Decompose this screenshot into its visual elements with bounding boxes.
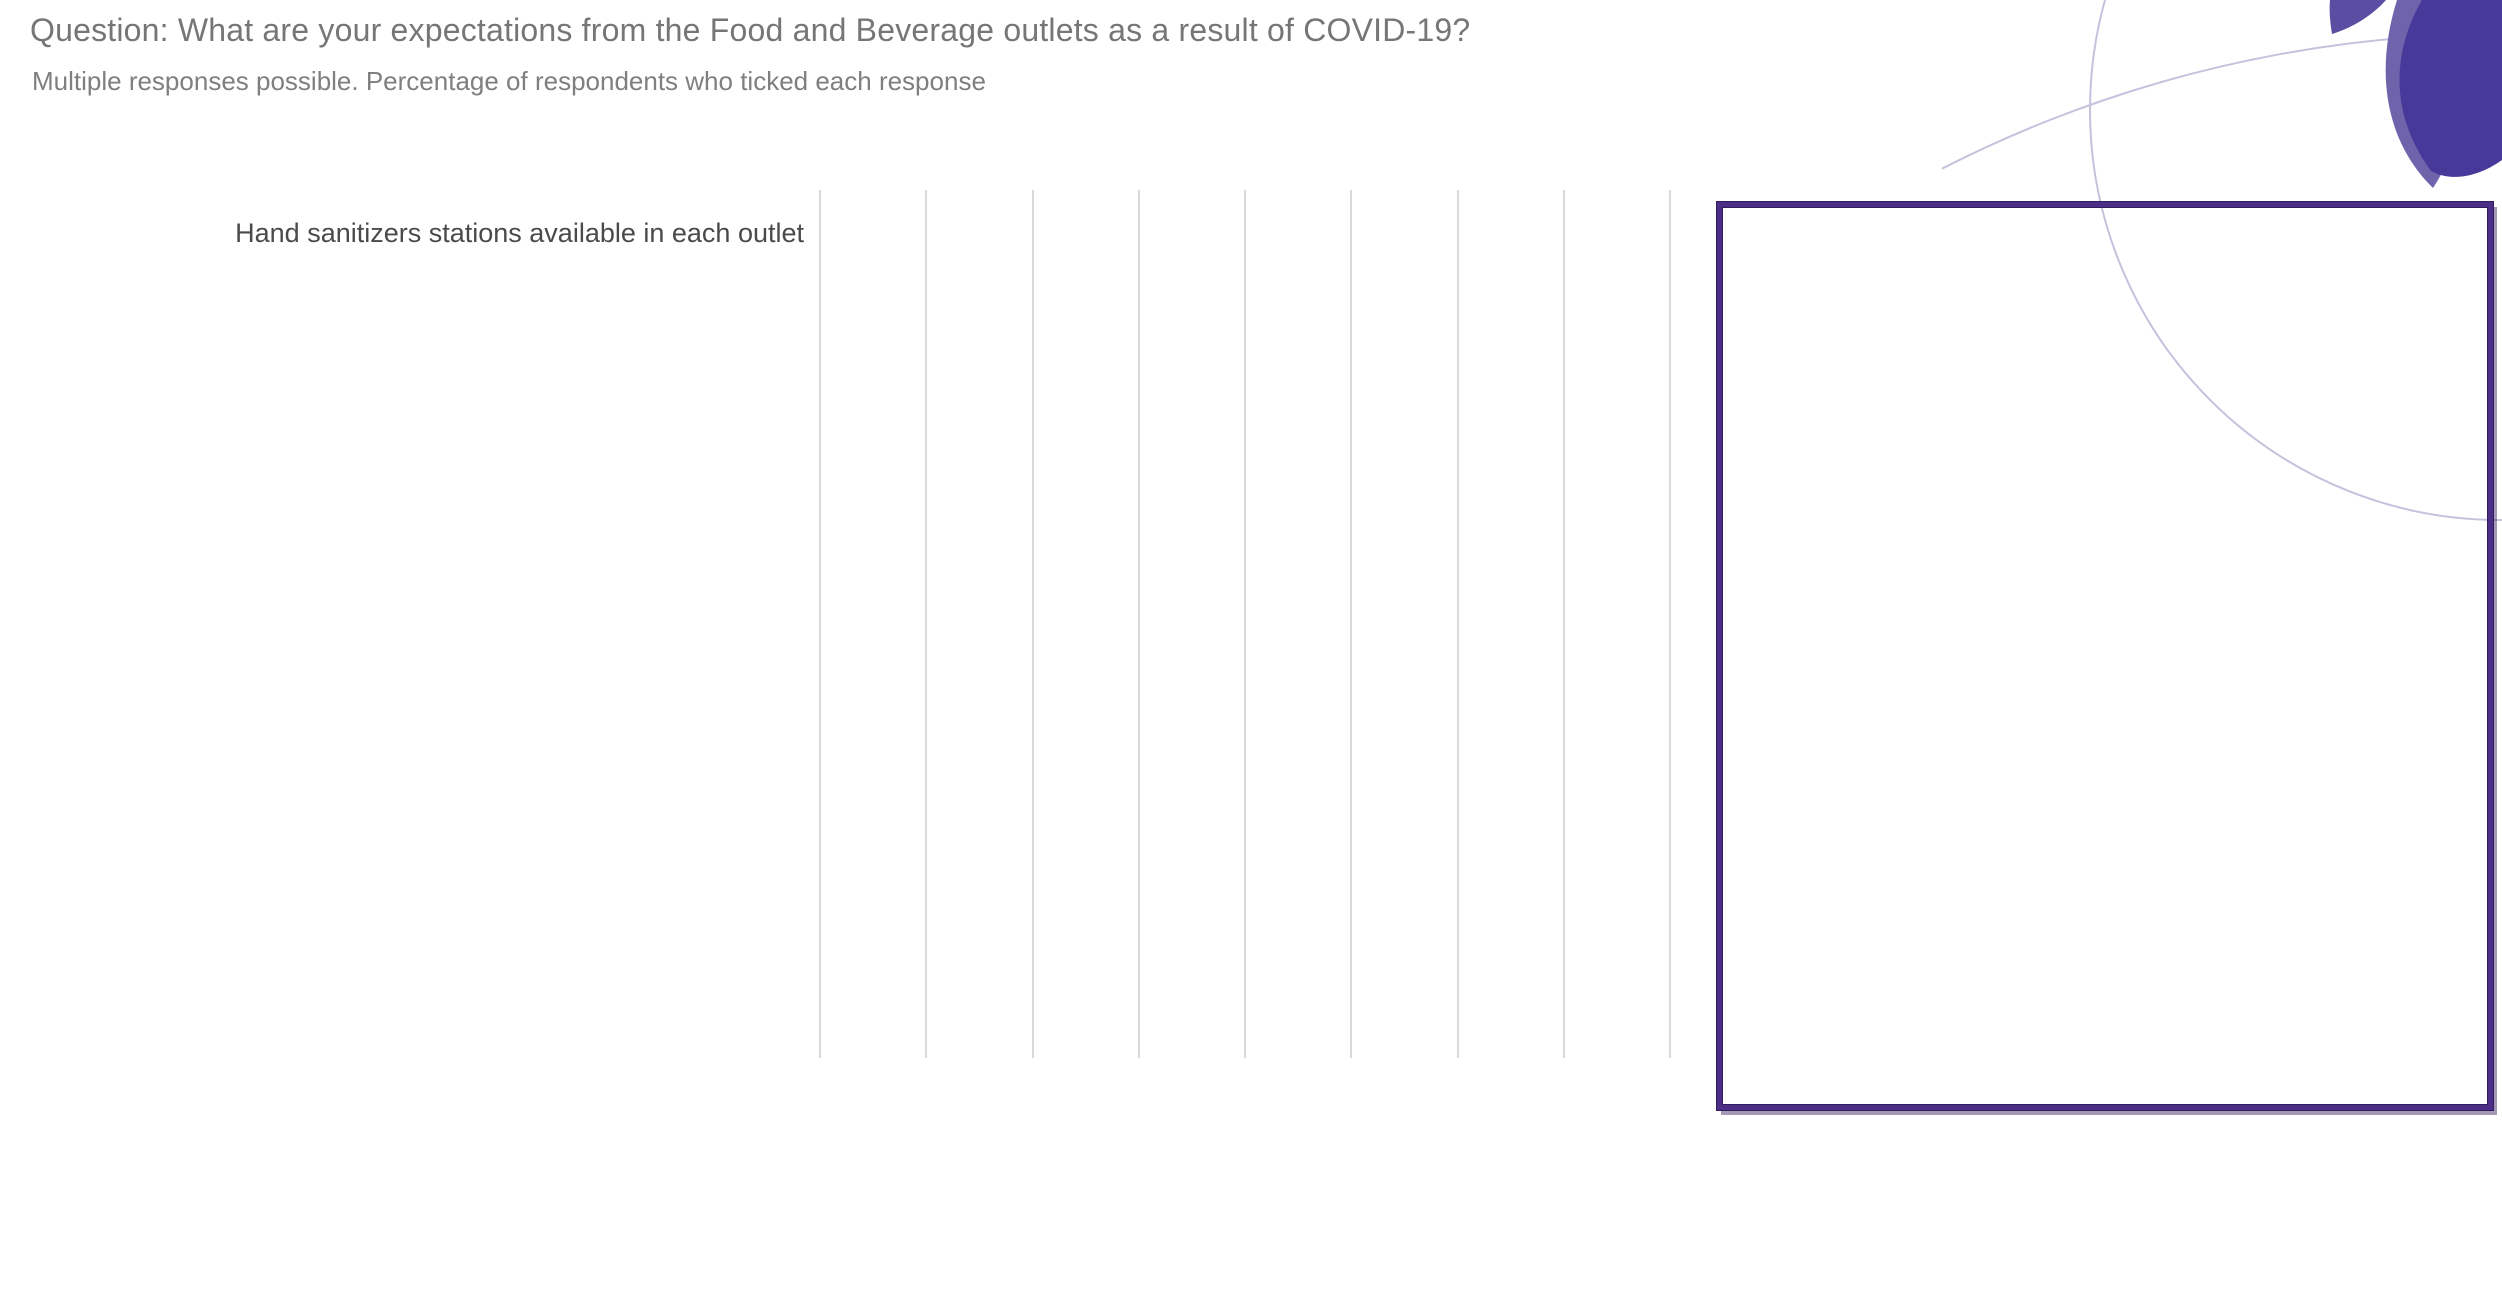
chart-row: Hand sanitizers stations available in ea…	[0, 190, 1760, 277]
question-title: Question: What are your expectations fro…	[30, 12, 1471, 48]
gridline	[1669, 190, 1671, 1058]
gridline	[819, 190, 821, 1058]
gridline	[1562, 190, 1565, 1058]
logo-petals	[2329, 0, 2502, 188]
gridline	[1031, 190, 1034, 1058]
gridline	[925, 190, 928, 1058]
category-label: Hand sanitizers stations available in ea…	[235, 217, 804, 248]
gridline	[1137, 190, 1140, 1058]
petal-sliver-icon	[2329, 0, 2386, 34]
gridline	[1244, 190, 1246, 1058]
chart-gridlines	[819, 190, 1671, 1058]
insights-panel	[1717, 202, 2493, 1110]
bar-chart: Hand sanitizers stations available in ea…	[0, 190, 1760, 1058]
petal-dark-icon	[2399, 0, 2502, 177]
question-subtitle: Multiple responses possible. Percentage …	[32, 66, 986, 96]
gridline	[1350, 190, 1353, 1058]
gridline	[1456, 190, 1459, 1058]
petal-light-icon	[2385, 0, 2473, 188]
x-axis	[820, 1262, 1668, 1302]
chart-rows: Hand sanitizers stations available in ea…	[0, 190, 1760, 1058]
